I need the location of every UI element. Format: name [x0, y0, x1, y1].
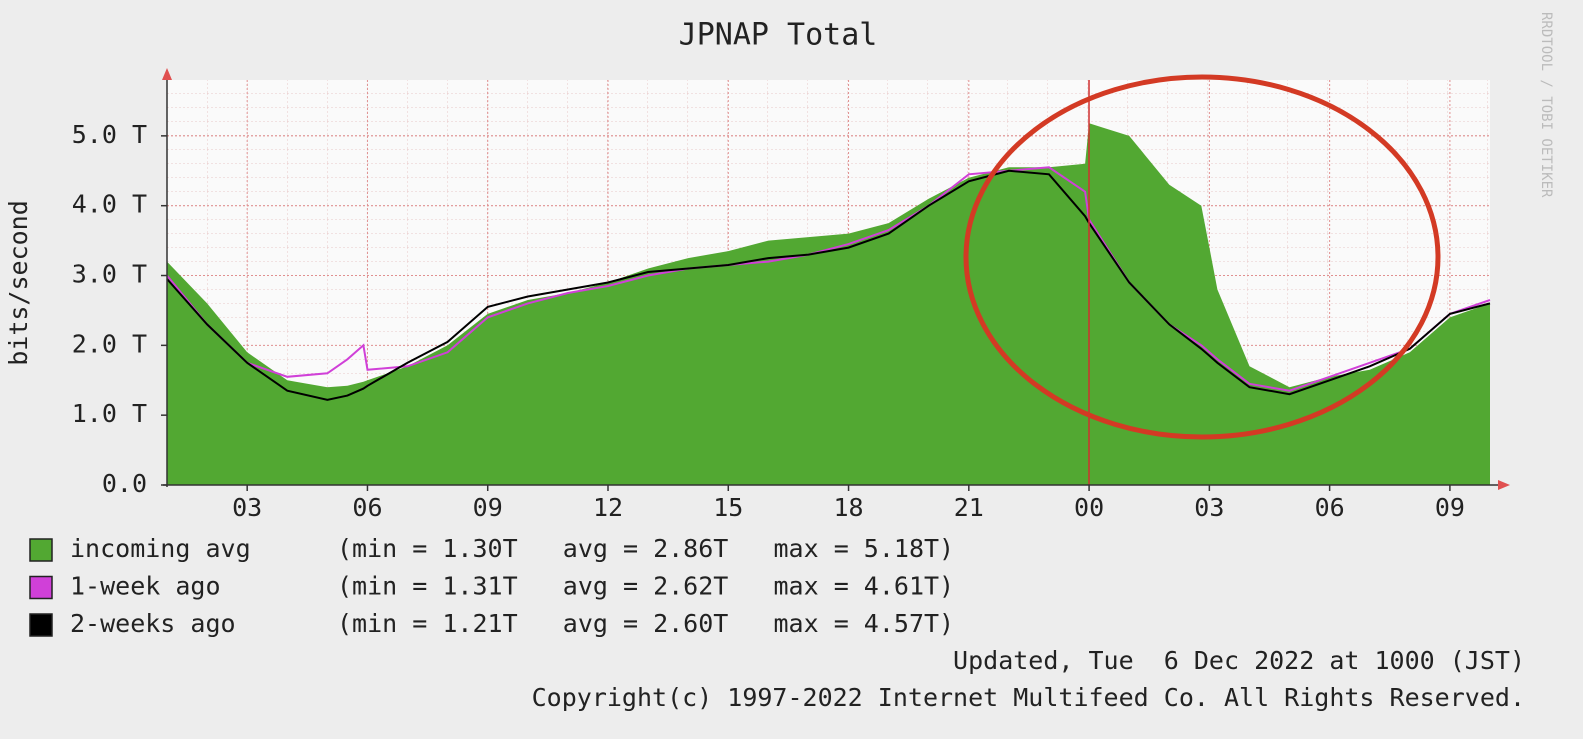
y-tick-label: 3.0 T — [72, 260, 147, 289]
x-tick-label: 00 — [1074, 493, 1104, 522]
y-arrow — [162, 68, 172, 80]
chart-title: JPNAP Total — [679, 18, 878, 53]
legend-swatch — [29, 538, 53, 562]
x-tick-label: 21 — [954, 493, 984, 522]
marks — [166, 123, 1491, 486]
series-area — [167, 123, 1490, 486]
x-tick-label: 15 — [713, 493, 743, 522]
series-line — [166, 169, 1491, 401]
side-text: RRDTOOL / TOBI OETIKER — [1538, 12, 1554, 198]
x-tick-label: 18 — [833, 493, 863, 522]
axes — [161, 68, 1510, 491]
legend-label: incoming avg — [70, 534, 251, 563]
x-tick-label: 09 — [473, 493, 503, 522]
highlight-circle — [963, 74, 1441, 440]
legend-label: 1-week ago — [70, 572, 221, 601]
x-tick-label: 03 — [232, 493, 262, 522]
series-line — [166, 166, 1491, 392]
legend-label: 2-weeks ago — [70, 609, 236, 638]
y-tick-label: 5.0 T — [72, 120, 147, 149]
legend-swatch — [29, 613, 53, 637]
y-axis-label: bits/second — [4, 200, 33, 366]
y-tick-label: 4.0 T — [72, 190, 147, 219]
y-tick-label: 2.0 T — [72, 329, 147, 358]
legend-stats: (min = 1.31T avg = 2.62T max = 4.61T) — [337, 572, 954, 601]
x-tick-label: 09 — [1435, 493, 1465, 522]
x-tick-label: 06 — [1315, 493, 1345, 522]
x-tick-label: 06 — [352, 493, 382, 522]
footer-updated: Updated, Tue 6 Dec 2022 at 1000 (JST) — [953, 646, 1525, 675]
legend-swatch — [29, 575, 53, 600]
legend-stats: (min = 1.30T avg = 2.86T max = 5.18T) — [337, 534, 954, 563]
legend-stats: (min = 1.21T avg = 2.60T max = 4.57T) — [337, 609, 954, 638]
x-tick-label: 12 — [593, 493, 623, 522]
footer-copyright: Copyright(c) 1997-2022 Internet Multifee… — [532, 683, 1525, 712]
x-tick-label: 03 — [1194, 493, 1224, 522]
x-arrow — [1498, 480, 1510, 490]
y-tick-label: 1.0 T — [72, 399, 147, 428]
y-tick-label: 0.0 — [102, 469, 147, 498]
